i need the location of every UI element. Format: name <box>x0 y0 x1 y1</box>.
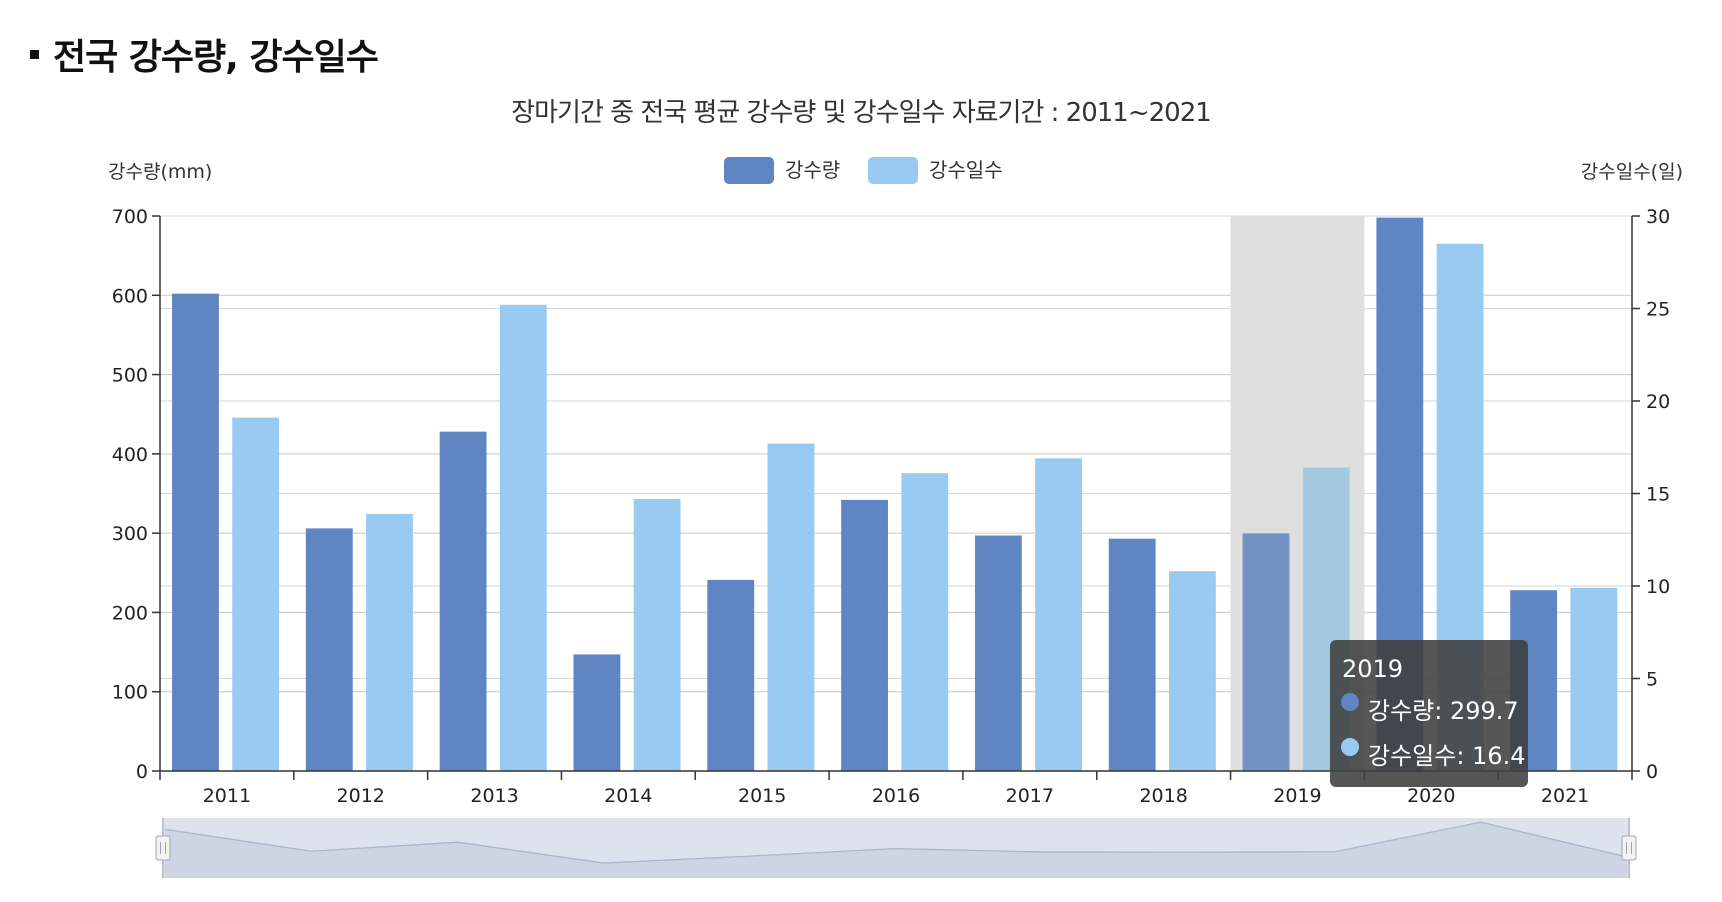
left-tick-label: 100 <box>112 682 148 704</box>
left-axis-title: 강수량(mm) <box>108 161 212 183</box>
left-tick-label: 500 <box>112 365 148 387</box>
bar-rainfall-2013[interactable] <box>439 431 487 771</box>
navigator-left-handle[interactable] <box>155 835 171 861</box>
tooltip: 2019 강수량: 299.7 강수일수: 16.4 <box>1330 640 1528 787</box>
legend-swatch-rainfall[interactable] <box>724 157 774 184</box>
bar-days-2021[interactable] <box>1570 587 1618 771</box>
section-bullet-icon <box>30 49 39 59</box>
left-tick-label: 200 <box>112 602 148 624</box>
bar-days-2014[interactable] <box>633 499 681 771</box>
tooltip-title: 2019 <box>1342 655 1403 683</box>
right-tick-label: 25 <box>1646 299 1670 321</box>
x-tick-label-2015: 2015 <box>738 785 786 807</box>
right-tick-label: 10 <box>1646 576 1670 598</box>
x-tick-label-2018: 2018 <box>1139 785 1187 807</box>
bar-days-2017[interactable] <box>1035 458 1083 771</box>
navigator-series-area <box>165 822 1627 878</box>
section-title: 전국 강수량, 강수일수 <box>53 37 379 78</box>
bar-days-2012[interactable] <box>366 513 413 771</box>
bar-days-2015[interactable] <box>767 443 815 771</box>
section-header: 전국 강수량, 강수일수 <box>30 28 379 80</box>
left-tick-label: 0 <box>136 761 148 783</box>
axis-labels: 0 100 200 300 400 500 600 700 0 5 10 15 20 25 30 2011 20… <box>108 161 1683 807</box>
x-tick-label-2019: 2019 <box>1273 785 1321 807</box>
range-navigator[interactable] <box>155 818 1637 878</box>
left-tick-label: 400 <box>112 444 148 466</box>
navigator-right-handle[interactable] <box>1621 835 1637 861</box>
x-tick-label-2016: 2016 <box>872 785 920 807</box>
legend-swatch-days[interactable] <box>868 157 918 184</box>
legend-label-rainfall[interactable]: 강수량 <box>785 158 840 182</box>
x-tick-label-2011: 2011 <box>203 785 251 807</box>
right-tick-label: 0 <box>1646 761 1658 783</box>
tooltip-line-days: 강수일수: 16.4 <box>1368 742 1525 770</box>
x-tick-label-2012: 2012 <box>337 785 385 807</box>
right-axis-title: 강수일수(일) <box>1581 161 1683 183</box>
tooltip-background <box>1330 640 1528 787</box>
tooltip-marker-days <box>1341 738 1359 756</box>
bar-days-2011[interactable] <box>232 417 280 771</box>
right-tick-label: 20 <box>1646 391 1670 413</box>
x-tick-label-2020: 2020 <box>1407 785 1455 807</box>
tooltip-line-rainfall: 강수량: 299.7 <box>1368 697 1519 725</box>
legend-label-days[interactable]: 강수일수 <box>929 158 1003 182</box>
bar-rainfall-2016[interactable] <box>841 499 888 771</box>
bar-rainfall-2012[interactable] <box>305 528 353 771</box>
x-tick-label-2021: 2021 <box>1541 785 1589 807</box>
x-tick-label-2013: 2013 <box>470 785 518 807</box>
bar-rainfall-2018[interactable] <box>1108 538 1156 771</box>
bar-days-2013[interactable] <box>499 304 547 771</box>
left-tick-label: 600 <box>112 285 148 307</box>
bars-layer <box>172 217 1618 772</box>
bar-rainfall-2019[interactable] <box>1242 533 1290 771</box>
bar-days-2018[interactable] <box>1168 571 1216 771</box>
tooltip-box: 2019 강수량: 299.7 강수일수: 16.4 <box>1330 640 1528 787</box>
bar-rainfall-2011[interactable] <box>172 293 219 771</box>
right-tick-label: 30 <box>1646 206 1670 228</box>
bar-rainfall-2017[interactable] <box>974 535 1022 771</box>
bar-rainfall-2014[interactable] <box>573 654 621 771</box>
chart-title: 장마기간 중 전국 평균 강수량 및 강수일수 자료기간 : 2011~2021 <box>511 98 1212 128</box>
right-tick-label: 15 <box>1646 484 1670 506</box>
x-tick-label-2017: 2017 <box>1006 785 1054 807</box>
bar-rainfall-2015[interactable] <box>707 579 755 771</box>
left-tick-label: 700 <box>112 206 148 228</box>
navigator-series-line <box>164 821 1628 864</box>
tooltip-marker-rainfall <box>1341 693 1359 711</box>
legend: 강수량 강수일수 <box>724 157 1003 184</box>
left-tick-label: 300 <box>112 523 148 545</box>
bar-days-2016[interactable] <box>901 473 949 771</box>
x-tick-label-2014: 2014 <box>604 785 652 807</box>
right-tick-label: 5 <box>1646 669 1658 691</box>
